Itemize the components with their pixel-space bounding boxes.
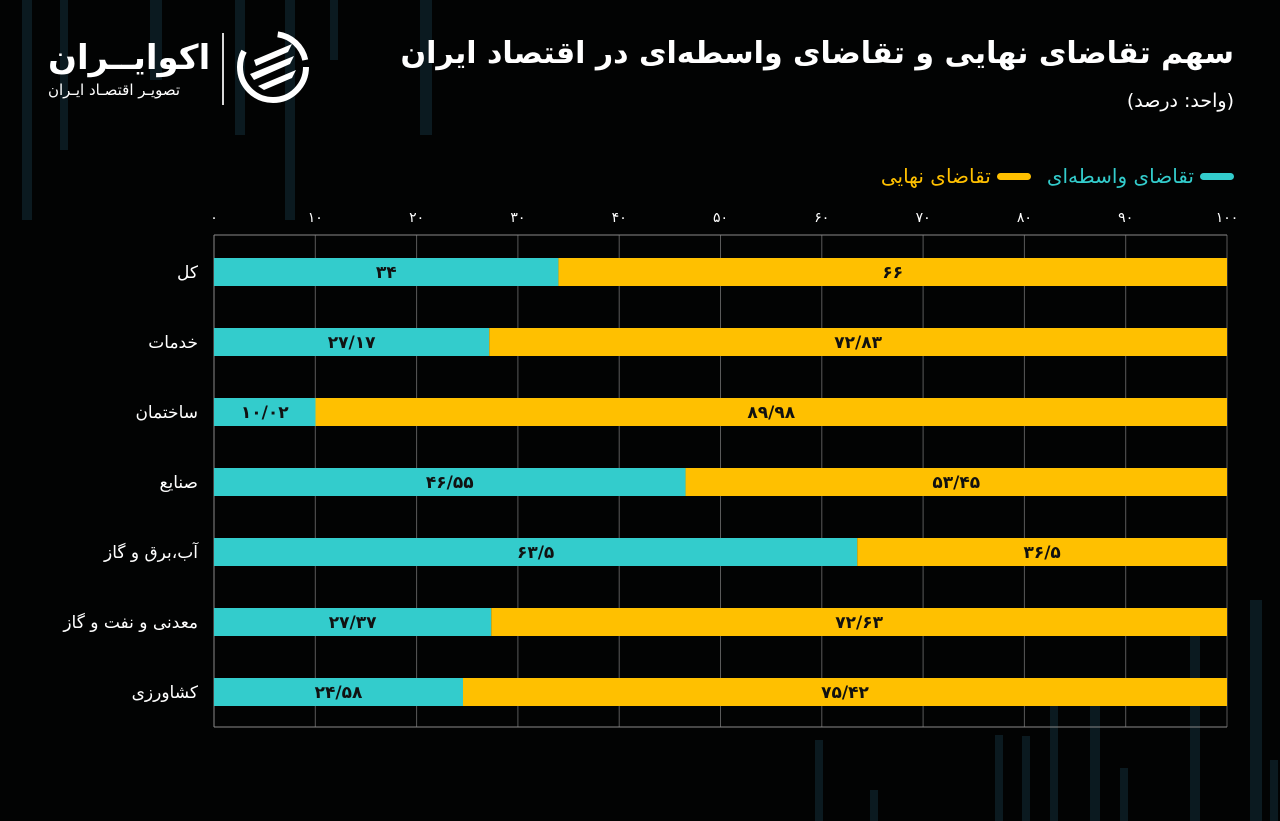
x-tick-label: ۹۰ [1118, 210, 1133, 226]
chart-subtitle: (واحد: درصد) [1126, 90, 1234, 112]
bar-intermediate [214, 678, 463, 706]
background-stripe [1050, 700, 1058, 821]
x-tick-label: ۳۰ [510, 210, 525, 226]
logo-name: اکوایــران [48, 38, 211, 78]
bar-label-intermediate: ۲۴/۵۸ [315, 683, 363, 703]
x-tick-label: ۲۰ [409, 210, 424, 226]
bar-intermediate [214, 608, 492, 636]
category-label: آب،برق و گاز [103, 541, 199, 563]
legend-swatch-final [996, 172, 1031, 180]
x-tick-label: ۵۰ [713, 210, 728, 226]
background-stripe [22, 0, 32, 220]
bar-label-intermediate: ۲۷/۱۷ [328, 333, 376, 353]
bar-final [857, 538, 1227, 566]
x-tick-label: ۴۰ [612, 210, 627, 226]
background-stripe [1190, 620, 1200, 821]
category-label: معدنی و نفت و گاز [62, 612, 198, 633]
bar-label-intermediate: ۲۷/۳۷ [329, 613, 377, 633]
x-tick-label: ۰ [210, 210, 218, 226]
bar-final [558, 258, 1227, 286]
legend-item-intermediate: تقاضای واسطه‌ای [1047, 164, 1234, 188]
logo-divider [222, 33, 225, 105]
bar-label-final: ۶۶ [882, 263, 903, 283]
bar-label-final: ۷۲/۶۳ [835, 613, 883, 633]
category-label: کشاورزی [132, 683, 199, 703]
x-tick-label: ۷۰ [916, 210, 931, 226]
bar-final [315, 398, 1228, 426]
bar-label-final: ۸۹/۹۸ [747, 403, 795, 423]
background-stripe [995, 735, 1003, 821]
category-label: کل [177, 263, 199, 283]
logo: اکوایــران تصویـر اقتصـاد ایـران [48, 30, 310, 108]
legend-label-final: تقاضای نهایی [880, 164, 991, 188]
logo-tagline: تصویـر اقتصـاد ایـران [48, 81, 181, 99]
bar-final [462, 678, 1228, 706]
x-tick-label: ۱۰ [308, 210, 323, 226]
background-stripe [150, 0, 162, 80]
bar-final [489, 328, 1228, 356]
bar-label-intermediate: ۴۶/۵۵ [426, 473, 474, 493]
bar-final [685, 468, 1227, 496]
bar-label-final: ۷۵/۴۲ [821, 683, 869, 703]
x-tick-label: ۸۰ [1017, 210, 1032, 226]
bar-intermediate [214, 258, 559, 286]
background-stripe [330, 0, 338, 60]
bar-final [491, 608, 1228, 636]
background-stripe [870, 790, 878, 821]
legend-label-intermediate: تقاضای واسطه‌ای [1046, 164, 1194, 188]
legend-item-final: تقاضای نهایی [881, 164, 1031, 188]
background-stripe [420, 0, 432, 135]
bar-intermediate [214, 328, 490, 356]
bar-label-final: ۳۶/۵ [1023, 543, 1060, 563]
x-tick-label: ۱۰۰ [1216, 210, 1239, 226]
background-stripe [1250, 600, 1262, 821]
bar-intermediate [214, 538, 858, 566]
background-stripe [1120, 768, 1128, 821]
background-stripe [1090, 700, 1100, 821]
x-tick-label: ۶۰ [814, 210, 829, 226]
background-stripe [60, 0, 68, 150]
bar-intermediate [214, 468, 686, 496]
logo-text: اکوایــران تصویـر اقتصـاد ایـران [48, 38, 210, 100]
ecoiran-swirl-icon [236, 30, 310, 108]
category-label: خدمات [148, 333, 198, 353]
bar-intermediate [214, 398, 316, 426]
chart-title: سهم تقاضای نهایی و تقاضای واسطه‌ای در اق… [400, 36, 1234, 71]
legend-swatch-intermediate [1200, 172, 1234, 180]
background-stripe [285, 0, 295, 220]
category-label: صنایع [159, 473, 198, 493]
bar-label-intermediate: ۱۰/۰۲ [241, 403, 289, 423]
category-label: ساختمان [135, 403, 198, 423]
bar-label-intermediate: ۳۴ [376, 263, 397, 283]
bar-label-final: ۷۲/۸۳ [834, 333, 882, 353]
background-stripe [815, 740, 823, 821]
legend: تقاضای واسطه‌ای تقاضای نهایی [881, 164, 1234, 188]
bar-label-final: ۵۳/۴۵ [932, 473, 980, 493]
bar-label-intermediate: ۶۳/۵ [517, 543, 554, 563]
background-stripe [1270, 760, 1278, 821]
background-stripe [1022, 736, 1030, 821]
